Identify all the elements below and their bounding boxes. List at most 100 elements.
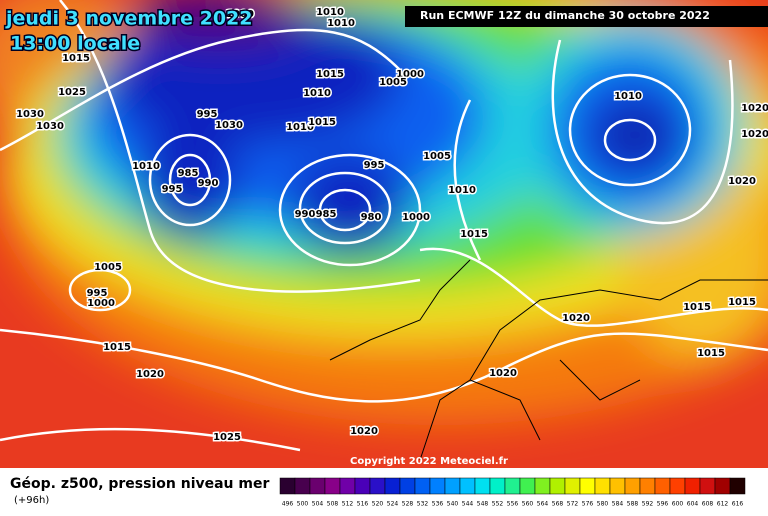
colorbar-tick-label: 612 bbox=[717, 501, 729, 508]
isobar-label: 1030 bbox=[215, 120, 243, 131]
colorbar-tick-label: 576 bbox=[582, 501, 594, 508]
colorbar-tick-label: 520 bbox=[372, 501, 384, 508]
run-info: Run ECMWF 12Z du dimanche 30 octobre 202… bbox=[420, 9, 710, 22]
isobar-label: 1010 bbox=[448, 185, 476, 196]
isobar-label: 985 bbox=[178, 168, 199, 179]
colorbar-tick-label: 584 bbox=[612, 501, 624, 508]
colorbar-cell bbox=[414, 477, 431, 495]
colorbar-cell bbox=[429, 477, 446, 495]
isobar-label: 990 bbox=[295, 209, 316, 220]
isobar-label: 1030 bbox=[16, 109, 44, 120]
isobar-label: 1020 bbox=[728, 176, 756, 187]
colorbar-tick-label: 532 bbox=[417, 501, 429, 508]
isobar-label: 1020 bbox=[350, 426, 378, 437]
isobar-label: 985 bbox=[316, 209, 337, 220]
forecast-time: 13:00 locale bbox=[10, 33, 140, 55]
colorbar-tick-label: 548 bbox=[477, 501, 489, 508]
isobar-label: 1015 bbox=[728, 297, 756, 308]
isobar-label: 995 bbox=[162, 184, 183, 195]
colorbar-tick-label: 556 bbox=[507, 501, 519, 508]
colorbar-tick-label: 524 bbox=[387, 501, 399, 508]
isobars bbox=[0, 0, 768, 452]
geopotential-field bbox=[0, 0, 768, 468]
colorbar-tick-label: 604 bbox=[687, 501, 699, 508]
colorbar-tick-label: 572 bbox=[567, 501, 579, 508]
colorbar-cell bbox=[309, 477, 326, 495]
colorbar-cell bbox=[564, 477, 581, 495]
lead-time: (+96h) bbox=[14, 495, 49, 506]
isobar-label: 1010 bbox=[303, 88, 331, 99]
colorbar-cell bbox=[654, 477, 671, 495]
colorbar-cell bbox=[294, 477, 311, 495]
colorbar-cell bbox=[459, 477, 476, 495]
colorbar-cell bbox=[369, 477, 386, 495]
colorbar-tick-label: 508 bbox=[327, 501, 339, 508]
colorbar-tick-label: 552 bbox=[492, 501, 504, 508]
colorbar-cell bbox=[549, 477, 566, 495]
colorbar-tick-label: 516 bbox=[357, 501, 369, 508]
isobar-label: 1030 bbox=[36, 121, 64, 132]
isobar-label: 1000 bbox=[87, 298, 115, 309]
isobar-label: 1010 bbox=[316, 7, 344, 18]
colorbar-tick-label: 600 bbox=[672, 501, 684, 508]
isobar-label: 1005 bbox=[423, 151, 451, 162]
isobar-label: 1025 bbox=[58, 87, 86, 98]
colorbar-cell bbox=[489, 477, 506, 495]
isobar-label: 1010 bbox=[132, 161, 160, 172]
colorbar-cell bbox=[624, 477, 641, 495]
colorbar-tick-label: 496 bbox=[282, 501, 294, 508]
isobar-label: 1015 bbox=[308, 117, 336, 128]
isobar-label: 990 bbox=[198, 178, 219, 189]
legend-title: Géop. z500, pression niveau mer bbox=[10, 476, 269, 492]
isobar-label: 1020 bbox=[136, 369, 164, 380]
isobar-label: 1020 bbox=[562, 313, 590, 324]
isobar-label: 1010 bbox=[614, 91, 642, 102]
colorbar-tick-label: 608 bbox=[702, 501, 714, 508]
isobar-label: 1000 bbox=[396, 69, 424, 80]
isobar-label: 1015 bbox=[683, 302, 711, 313]
isobar-label: 1020 bbox=[741, 103, 768, 114]
run-banner bbox=[405, 6, 768, 27]
colorbar-cell bbox=[669, 477, 686, 495]
colorbar-cell bbox=[324, 477, 341, 495]
colorbar-tick-label: 500 bbox=[297, 501, 309, 508]
colorbar-tick-label: 540 bbox=[447, 501, 459, 508]
colorbar-cell bbox=[714, 477, 731, 495]
colorbar-tick-label: 616 bbox=[732, 501, 744, 508]
isobar-label: 995 bbox=[87, 288, 108, 299]
colorbar-cell bbox=[399, 477, 416, 495]
colorbar-tick-label: 580 bbox=[597, 501, 609, 508]
colorbar-cell bbox=[729, 477, 746, 495]
isobar-label: 1005 bbox=[94, 262, 122, 273]
isobar-label: 1000 bbox=[402, 212, 430, 223]
isobar-label: 995 bbox=[197, 109, 218, 120]
colorbar-tick-label: 504 bbox=[312, 501, 324, 508]
colorbar-cell bbox=[444, 477, 461, 495]
colorbar-cell bbox=[384, 477, 401, 495]
colorbar-tick-label: 560 bbox=[522, 501, 534, 508]
colorbar-tick-label: 528 bbox=[402, 501, 414, 508]
colorbar-tick-label: 588 bbox=[627, 501, 639, 508]
colorbar-tick-label: 544 bbox=[462, 501, 474, 508]
colorbar-cell bbox=[639, 477, 656, 495]
colorbar-tick-label: 596 bbox=[657, 501, 669, 508]
colorbar-cell bbox=[609, 477, 626, 495]
colorbar-cell bbox=[684, 477, 701, 495]
colorbar-tick-label: 536 bbox=[432, 501, 444, 508]
colorbar-cell bbox=[354, 477, 371, 495]
colorbar-tick-label: 568 bbox=[552, 501, 564, 508]
colorbar-cell bbox=[534, 477, 551, 495]
colorbar-tick-label: 592 bbox=[642, 501, 654, 508]
isobar-label: 995 bbox=[364, 160, 385, 171]
isobar-label: 1010 bbox=[286, 122, 314, 133]
isobar-label: 1010 bbox=[327, 18, 355, 29]
forecast-date: jeudi 3 novembre 2022 bbox=[5, 8, 253, 30]
isobar-label: 1025 bbox=[213, 432, 241, 443]
isobar-label: 1015 bbox=[62, 53, 90, 64]
isobar-label: 1015 bbox=[103, 342, 131, 353]
colorbar-cell bbox=[339, 477, 356, 495]
colorbar-tick-label: 512 bbox=[342, 501, 354, 508]
colorbar-cell bbox=[474, 477, 491, 495]
